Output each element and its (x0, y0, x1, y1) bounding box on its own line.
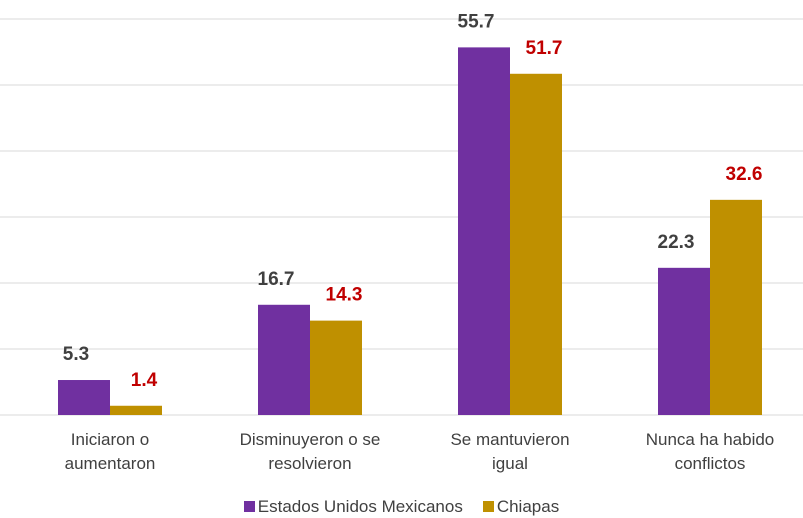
bar (658, 267, 710, 415)
bar (710, 199, 762, 415)
legend-item: Estados Unidos Mexicanos (243, 497, 463, 517)
bar (258, 304, 310, 415)
data-label: 5.3 (63, 344, 89, 365)
x-tick-label: Nunca ha habido conflictos (645, 430, 775, 473)
legend-label: Estados Unidos Mexicanos (257, 497, 463, 516)
data-label: 14.3 (326, 285, 363, 306)
x-tick-label: Se mantuvieron igual (450, 430, 570, 473)
legend: Estados Unidos Mexicanos Chiapas (0, 497, 803, 517)
bar (110, 405, 162, 415)
bar (310, 320, 362, 415)
data-label: 1.4 (131, 370, 158, 391)
legend-label: Chiapas (496, 497, 560, 516)
bar (458, 47, 510, 415)
legend-item: Chiapas (482, 497, 560, 517)
data-label: 22.3 (658, 232, 695, 253)
x-tick-label: Disminuyeron o se resolvieron (239, 430, 381, 473)
data-label: 55.7 (458, 11, 495, 32)
x-tick-label: Iniciaron o aumentaron (64, 430, 156, 473)
data-label: 51.7 (526, 38, 563, 59)
bar (510, 73, 562, 415)
chart: 5.3 1.4 16.7 14.3 55.7 51.7 22.3 32.6 (0, 11, 803, 416)
bar (58, 380, 110, 415)
data-label: 16.7 (258, 269, 295, 290)
data-label: 32.6 (726, 164, 763, 185)
legend-swatch (482, 501, 494, 512)
legend-swatch (243, 501, 255, 512)
